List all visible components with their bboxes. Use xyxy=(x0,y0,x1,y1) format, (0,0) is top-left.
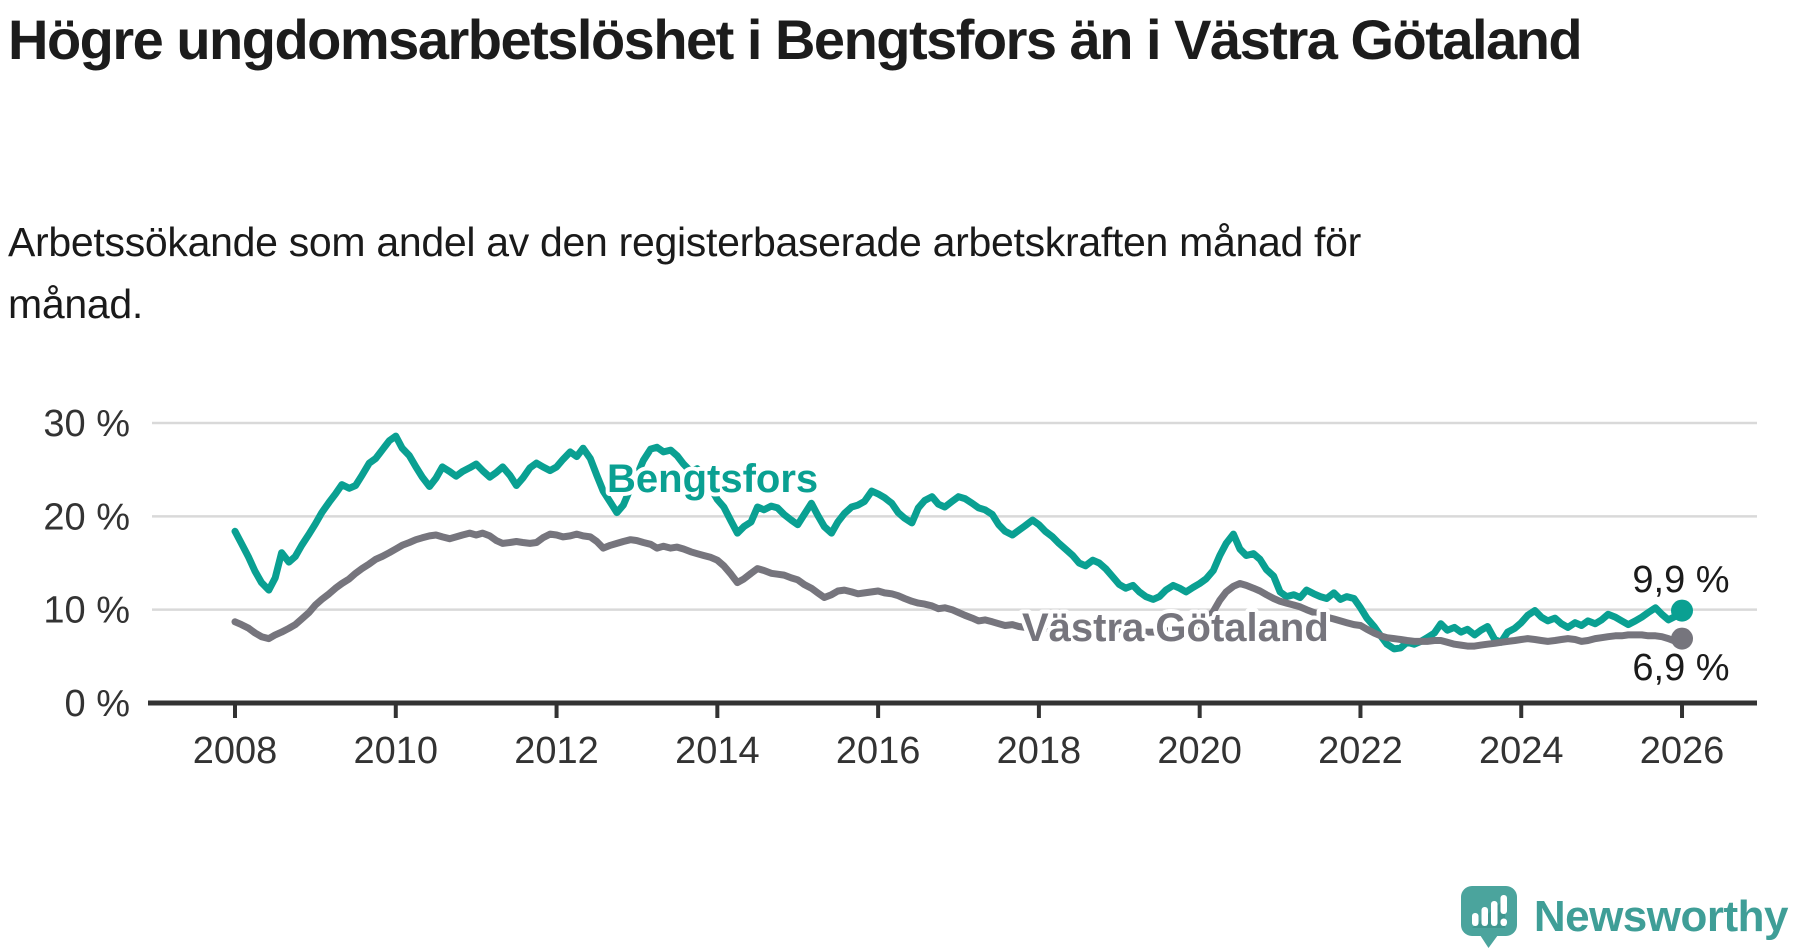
page-subtitle: Arbetssökande som andel av den registerb… xyxy=(8,219,1362,327)
y-tick-label-20: 20 % xyxy=(43,496,130,538)
x-tick-label-2014: 2014 xyxy=(675,730,760,772)
y-axis-labels: 30 % 20 % 10 % 0 % xyxy=(43,403,130,725)
x-axis-ticks xyxy=(233,703,1685,718)
series-label-vastra-gotaland: Västra Götaland xyxy=(1022,606,1329,650)
x-tick-label-2026: 2026 xyxy=(1640,730,1725,772)
end-value-label-vastra-gotaland: 6,9 % xyxy=(1632,647,1729,689)
logo-bar-chart-icon xyxy=(1471,895,1507,926)
x-tick-label-2016: 2016 xyxy=(836,730,921,772)
series-label-bengtsfors: Bengtsfors xyxy=(607,457,818,501)
logo-bubble xyxy=(1460,886,1517,936)
x-tick-label-2008: 2008 xyxy=(193,730,278,772)
series-line-vastra-gotaland xyxy=(231,529,1686,650)
end-value-label-bengtsfors: 9,9 % xyxy=(1632,559,1729,601)
gridlines xyxy=(152,421,1757,611)
newsworthy-brand: Newsworthy xyxy=(1460,886,1789,948)
y-tick-label-30: 30 % xyxy=(43,403,130,445)
series-line-bengtsfors xyxy=(231,432,1686,653)
page-title: Högre ungdomsarbetslöshet i Bengtsfors ä… xyxy=(8,8,1583,71)
x-tick-label-2022: 2022 xyxy=(1318,730,1403,772)
x-tick-label-2010: 2010 xyxy=(354,730,439,772)
y-tick-label-0: 0 % xyxy=(65,683,130,725)
x-tick-label-2012: 2012 xyxy=(514,730,599,772)
y-tick-label-10: 10 % xyxy=(43,590,130,632)
x-axis-labels: 2008 2010 2012 2014 2016 2018 2020 2022 2024 2026 xyxy=(193,730,1725,772)
brand-name: Newsworthy xyxy=(1533,892,1789,941)
series-lines xyxy=(231,432,1693,653)
logo-bubble-tail xyxy=(1479,935,1498,948)
series-endpoint-dot-bengtsfors xyxy=(1671,599,1693,622)
x-tick-label-2020: 2020 xyxy=(1157,730,1242,772)
x-tick-label-2018: 2018 xyxy=(997,730,1082,772)
series-endpoint-dot-vastra-gotaland xyxy=(1671,627,1693,650)
newsworthy-logo-icon xyxy=(1460,886,1517,948)
x-tick-label-2024: 2024 xyxy=(1479,730,1564,772)
